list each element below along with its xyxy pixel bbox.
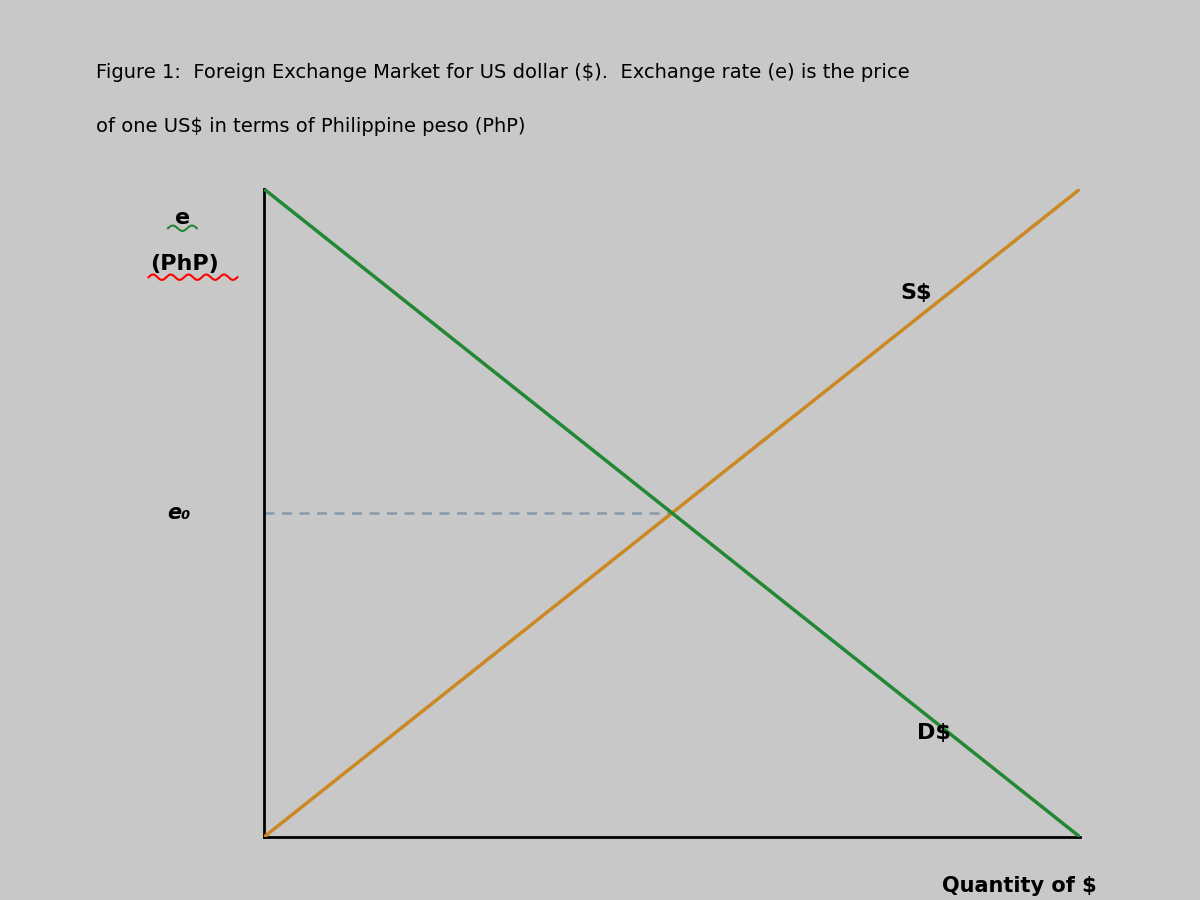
Text: D$: D$ xyxy=(917,724,950,743)
Text: S$: S$ xyxy=(900,283,932,302)
Text: e: e xyxy=(175,209,190,229)
Text: Figure 1:  Foreign Exchange Market for US dollar ($).  Exchange rate (e) is the : Figure 1: Foreign Exchange Market for US… xyxy=(96,63,910,82)
Text: (PhP): (PhP) xyxy=(150,254,218,274)
Text: e₀: e₀ xyxy=(167,503,191,523)
Text: Quantity of $: Quantity of $ xyxy=(942,876,1097,896)
Text: of one US$ in terms of Philippine peso (PhP): of one US$ in terms of Philippine peso (… xyxy=(96,117,526,136)
